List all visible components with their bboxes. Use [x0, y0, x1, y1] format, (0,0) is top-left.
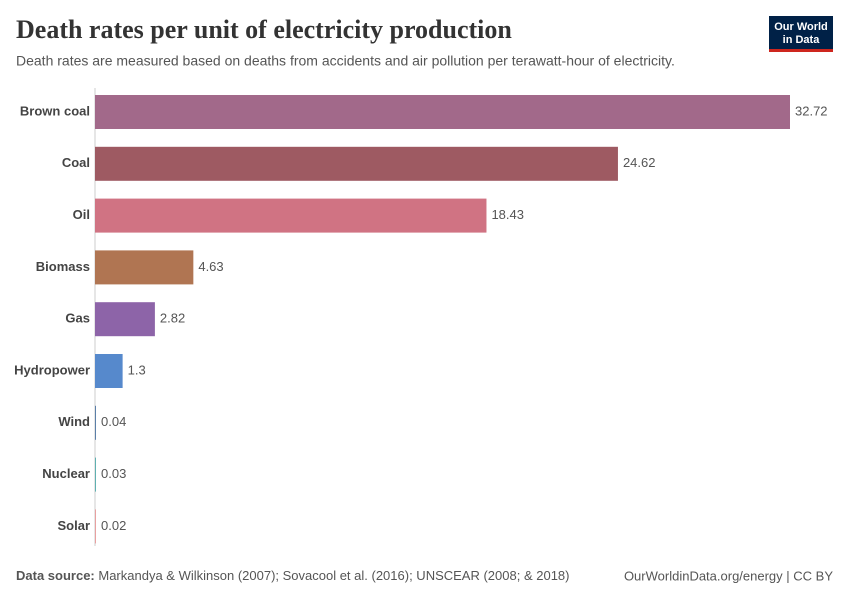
bar: [95, 198, 487, 233]
bar: [95, 250, 194, 285]
chart-title: Death rates per unit of electricity prod…: [16, 15, 512, 44]
bar: [95, 509, 96, 544]
source-note: Data source: Markandya & Wilkinson (2007…: [16, 568, 570, 583]
category-label: Oil: [73, 207, 90, 222]
bar: [95, 146, 618, 181]
category-label: Brown coal: [20, 103, 90, 118]
bar: [95, 354, 123, 388]
value-label: 24.62: [623, 155, 656, 170]
value-label: 0.04: [101, 414, 126, 429]
category-label: Biomass: [36, 259, 90, 274]
category-label: Wind: [58, 414, 90, 429]
value-label: 18.43: [491, 207, 524, 222]
value-label: 1.3: [128, 362, 146, 377]
category-label: Gas: [65, 311, 90, 326]
value-label: 0.03: [101, 466, 126, 481]
bar: [95, 95, 790, 129]
bar: [95, 302, 155, 337]
chart-subtitle: Death rates are measured based on deaths…: [16, 53, 675, 69]
value-label: 32.72: [795, 103, 828, 118]
category-label: Coal: [62, 155, 90, 170]
category-label: Solar: [57, 518, 90, 533]
bar: [95, 457, 96, 492]
value-label: 0.02: [101, 518, 126, 533]
category-label: Hydropower: [14, 362, 90, 377]
logo-box: [769, 16, 833, 51]
category-label: Nuclear: [42, 466, 90, 481]
logo-stripe: [769, 49, 833, 52]
logo-text: in Data: [783, 34, 821, 46]
value-label: 2.82: [160, 311, 185, 326]
source-text: Markandya & Wilkinson (2007); Sovacool e…: [98, 568, 569, 583]
credit: OurWorldinData.org/energy | CC BY: [624, 568, 833, 583]
source-label: Data source:: [16, 568, 95, 583]
value-label: 4.63: [198, 259, 223, 274]
logo-text: Our World: [774, 21, 828, 33]
bar: [95, 405, 96, 440]
